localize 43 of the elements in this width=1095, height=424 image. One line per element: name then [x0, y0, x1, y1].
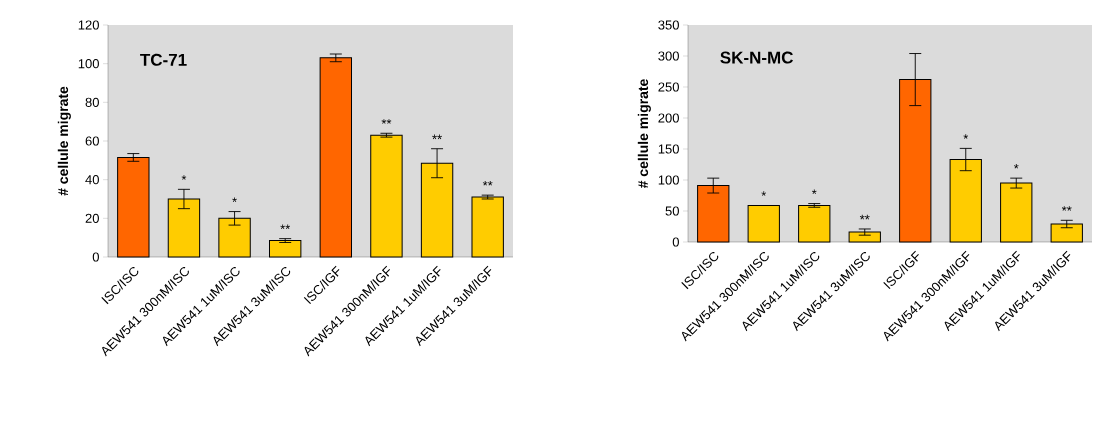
annotation: *	[761, 191, 767, 196]
annotation: **	[482, 180, 493, 186]
bar	[117, 156, 150, 258]
y-tick-label: 40	[85, 175, 99, 185]
y-tick-label: 20	[85, 213, 99, 223]
bar	[269, 240, 302, 258]
annotation: *	[181, 175, 187, 180]
bar	[420, 162, 454, 258]
bar	[471, 196, 504, 258]
text: SK-N-MC	[720, 51, 793, 64]
y-tick-label: 200	[658, 113, 679, 123]
text: TC-71	[140, 53, 187, 66]
annotation: *	[1013, 164, 1019, 169]
annotation: **	[280, 224, 291, 230]
annotation: *	[963, 134, 969, 139]
y-tick-label: 250	[658, 82, 679, 92]
annotation: *	[232, 197, 237, 202]
bar	[319, 57, 353, 258]
bar	[798, 204, 831, 243]
annotation: **	[381, 119, 392, 124]
bar	[848, 231, 881, 243]
y-tick-label: 350	[658, 20, 679, 30]
y-axis-title: # cellule migrate	[57, 86, 71, 196]
y-axis-title: # cellule migrate	[637, 79, 651, 189]
annotation: **	[432, 134, 442, 140]
y-tick-label: 50	[665, 206, 679, 216]
y-tick-label: 80	[85, 97, 99, 107]
bar	[747, 204, 780, 243]
y-tick-label: 100	[658, 175, 679, 185]
y-tick-label: 300	[658, 51, 679, 61]
bar	[1000, 182, 1033, 243]
annotation: *	[811, 189, 817, 194]
y-tick-label: 150	[658, 144, 679, 154]
y-tick-label: 100	[78, 59, 99, 69]
bar	[1050, 223, 1083, 243]
y-tick-label: 0	[672, 237, 679, 247]
y-tick-label: 120	[78, 20, 99, 30]
y-tick-label: 0	[92, 252, 99, 262]
bar	[218, 217, 251, 258]
annotation: **	[1061, 206, 1072, 211]
annotation: **	[859, 214, 870, 220]
bar	[370, 134, 403, 258]
y-tick-label: 60	[85, 136, 99, 146]
